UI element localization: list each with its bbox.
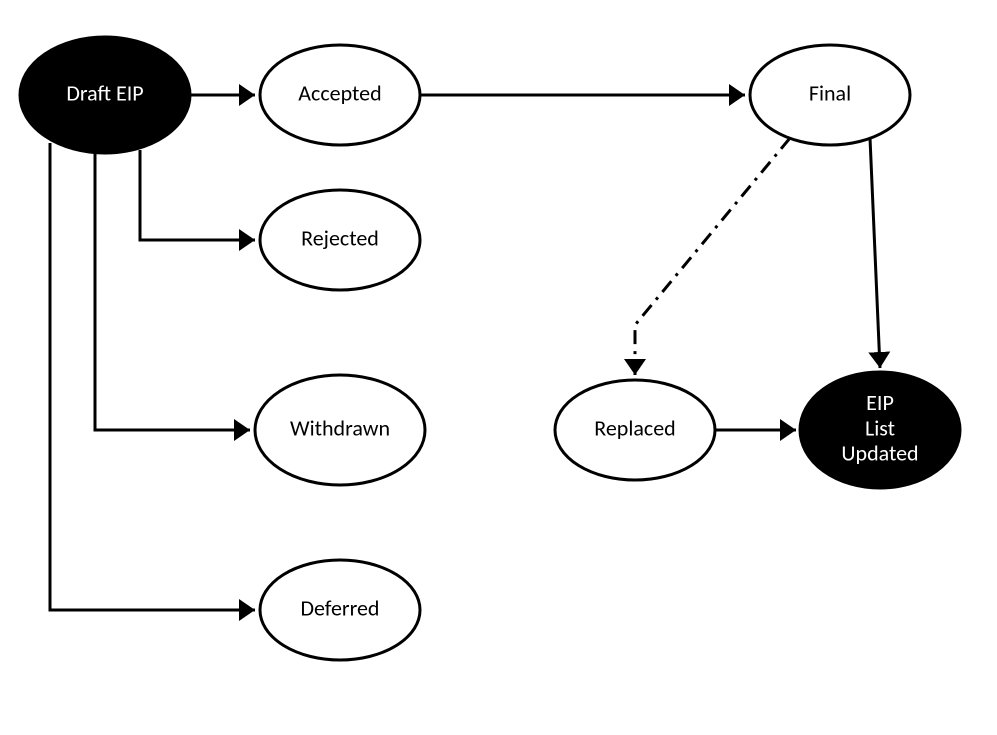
node-replaced: Replaced: [555, 380, 715, 480]
node-draft-label: Draft EIP: [66, 79, 143, 106]
node-updated-label: Updated: [841, 440, 918, 467]
node-accepted: Accepted: [260, 45, 420, 145]
node-replaced-label: Replaced: [594, 414, 675, 441]
node-accepted-label: Accepted: [298, 79, 381, 106]
node-deferred: Deferred: [260, 560, 420, 660]
eip-flow-diagram: Draft EIP Accepted Final Rejected Withdrawn D…: [0, 0, 997, 735]
node-rejected-label: Rejected: [301, 224, 379, 251]
node-deferred-label: Deferred: [301, 594, 380, 621]
node-withdrawn: Withdrawn: [255, 375, 425, 485]
node-final-label: Final: [809, 79, 851, 106]
node-draft: Draft EIP: [20, 37, 190, 153]
node-updated-label: EIP: [866, 389, 894, 416]
node-updated: EIPListUpdated: [800, 372, 960, 488]
node-updated-label: List: [865, 414, 895, 441]
node-final: Final: [750, 45, 910, 145]
node-rejected: Rejected: [260, 190, 420, 290]
node-withdrawn-label: Withdrawn: [290, 414, 390, 441]
